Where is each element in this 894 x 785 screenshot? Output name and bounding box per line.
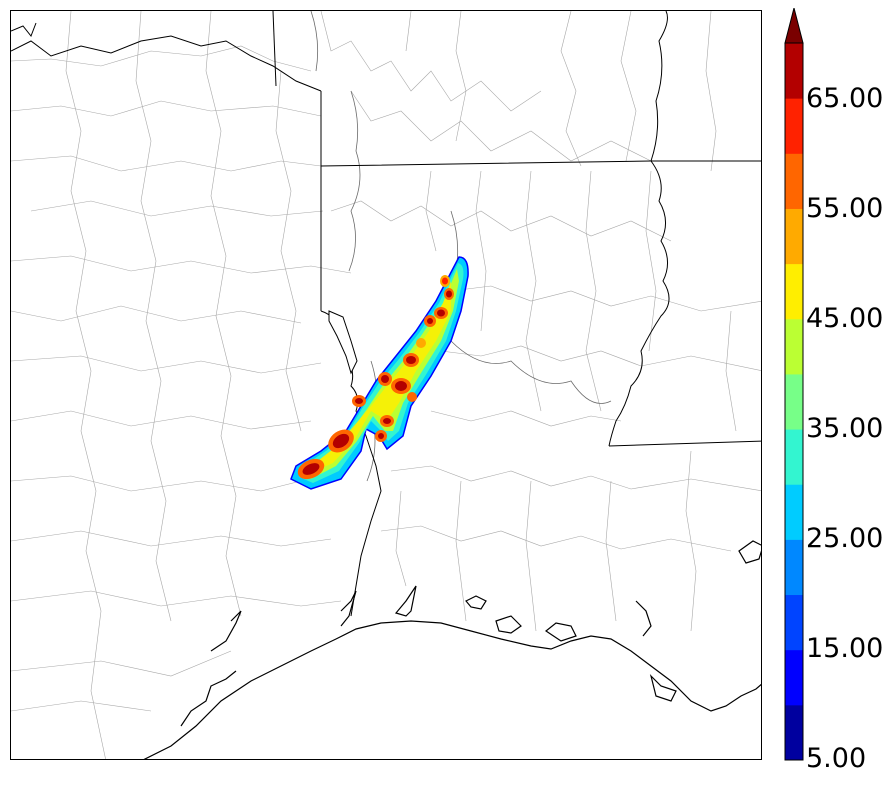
- map-panel: [10, 10, 762, 760]
- colorbar-tick-5: 5.00: [806, 743, 867, 774]
- colorbar-segment: [785, 43, 803, 99]
- colorbar-tick-65: 65.00: [806, 83, 884, 114]
- colorbar-segment: [785, 704, 803, 761]
- precip-contour-5: [290, 256, 469, 490]
- colorbar-segment: [785, 649, 803, 706]
- lake: [328, 310, 358, 375]
- state-borders: [11, 11, 761, 617]
- colorbar-extend-arrow: [784, 8, 804, 44]
- colorbar-segment: [785, 539, 803, 596]
- coastline: [143, 540, 761, 759]
- colorbar-tick-35: 35.00: [806, 413, 884, 444]
- colorbar-tick-15: 15.00: [806, 633, 884, 664]
- map-canvas: [11, 11, 761, 759]
- colorbar-tick-55: 55.00: [806, 193, 884, 224]
- colorbar-segment: [785, 153, 803, 209]
- colorbar-segments: [785, 43, 803, 761]
- precip-cores: [297, 275, 454, 480]
- colorbar-tick-45: 45.00: [806, 303, 884, 334]
- colorbar-segment: [785, 594, 803, 651]
- colorbar: [784, 8, 804, 761]
- precipitation-field: [290, 256, 469, 490]
- colorbar-segment: [785, 318, 803, 375]
- colorbar-segment: [785, 263, 803, 320]
- colorbar-segment: [785, 208, 803, 265]
- colorbar-segment: [785, 484, 803, 540]
- colorbar-segment: [785, 429, 803, 485]
- colorbar-tick-25: 25.00: [806, 523, 884, 554]
- county-borders: [11, 11, 761, 759]
- colorbar-segment: [785, 98, 803, 154]
- colorbar-segment: [785, 373, 803, 430]
- colorbar-outline: [784, 42, 804, 761]
